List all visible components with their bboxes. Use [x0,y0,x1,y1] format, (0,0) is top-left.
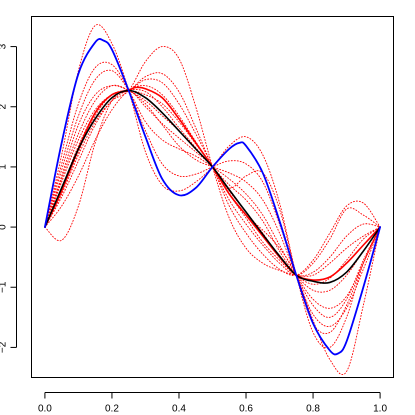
series-line-12 [44,86,381,281]
x-tick-label: 0.0 [38,404,52,415]
dotted-red-series-line-2 [44,46,381,277]
y-axis: −2 −1 0 1 2 3 [0,43,17,353]
dotted-red-series-line-1 [44,24,381,349]
dotted-red-series-line-5 [44,69,381,309]
y-tick-label: −2 [0,341,9,353]
x-tick-label: 0.6 [239,404,253,415]
series-layer [44,24,381,376]
plot-area-frame [31,16,394,378]
y-tick-label: 1 [0,164,9,170]
y-tick-label: 2 [0,104,9,110]
series-line-13 [44,89,381,284]
dotted-red-series-line-11 [44,78,381,276]
dotted-red-series-line-4 [44,72,381,276]
x-tick-label: 0.2 [105,404,119,415]
y-tick-label: 3 [0,43,9,49]
dotted-red-series-line-3 [44,85,381,335]
x-tick-label: 0.4 [172,404,186,415]
x-axis: 0.0 0.2 0.4 0.6 0.8 1.0 [38,392,387,415]
dotted-red-series-line-6 [44,85,381,285]
x-tick-label: 1.0 [373,404,387,415]
y-tick-label: 0 [0,224,9,230]
x-tick-label: 0.8 [306,404,320,415]
y-tick-label: −1 [0,281,9,293]
dotted-red-series-line-9 [44,89,381,293]
series-line-14 [44,38,381,356]
dotted-red-series-line-7 [44,61,381,327]
